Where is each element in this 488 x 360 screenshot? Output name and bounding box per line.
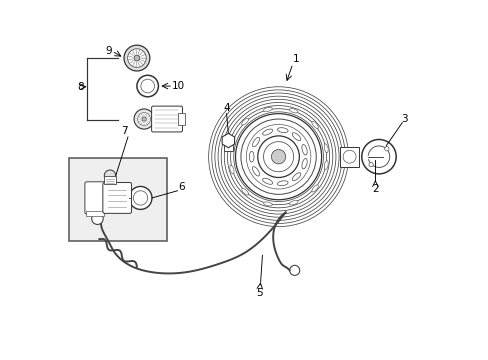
Ellipse shape (249, 151, 253, 162)
Circle shape (90, 197, 100, 207)
Bar (178, 113, 185, 125)
Text: 9: 9 (105, 46, 111, 56)
Ellipse shape (277, 181, 287, 186)
Ellipse shape (241, 188, 248, 195)
Bar (85, 211, 103, 216)
Text: 1: 1 (292, 54, 299, 64)
Ellipse shape (229, 165, 234, 174)
Circle shape (133, 191, 147, 205)
Circle shape (271, 149, 285, 164)
Ellipse shape (301, 158, 306, 169)
Circle shape (211, 90, 345, 224)
Circle shape (225, 138, 231, 143)
Circle shape (289, 265, 299, 275)
Circle shape (257, 136, 299, 177)
Circle shape (86, 193, 104, 210)
Circle shape (104, 170, 116, 181)
Circle shape (141, 79, 154, 93)
Ellipse shape (252, 138, 259, 147)
Circle shape (214, 93, 342, 220)
Circle shape (227, 105, 329, 208)
Ellipse shape (252, 167, 259, 176)
Text: 8: 8 (77, 82, 83, 92)
Circle shape (218, 96, 338, 217)
Circle shape (137, 75, 158, 97)
Circle shape (233, 112, 323, 202)
Circle shape (230, 109, 326, 204)
Ellipse shape (311, 185, 318, 192)
Polygon shape (222, 134, 234, 148)
FancyBboxPatch shape (151, 106, 182, 132)
Text: 3: 3 (400, 114, 407, 124)
Circle shape (134, 109, 154, 129)
Circle shape (221, 99, 335, 214)
Circle shape (384, 147, 388, 151)
Circle shape (368, 162, 372, 167)
Bar (103, 176, 116, 184)
Ellipse shape (324, 144, 327, 153)
Circle shape (129, 186, 152, 210)
Circle shape (361, 139, 395, 174)
Text: 5: 5 (256, 288, 263, 298)
Ellipse shape (324, 161, 327, 170)
Text: 4: 4 (223, 103, 229, 113)
Circle shape (235, 114, 321, 200)
Circle shape (208, 87, 348, 226)
Circle shape (142, 117, 146, 121)
FancyBboxPatch shape (102, 183, 131, 213)
Circle shape (224, 103, 332, 211)
Ellipse shape (241, 118, 248, 125)
FancyBboxPatch shape (85, 182, 105, 214)
Circle shape (246, 125, 310, 189)
Ellipse shape (292, 173, 300, 181)
Circle shape (92, 213, 103, 225)
Ellipse shape (301, 144, 306, 155)
Circle shape (134, 55, 140, 61)
Ellipse shape (311, 121, 318, 129)
Text: 2: 2 (371, 184, 378, 194)
Text: 7: 7 (121, 126, 127, 136)
Bar (69, 158, 167, 241)
Ellipse shape (289, 108, 297, 113)
Circle shape (137, 113, 150, 126)
Ellipse shape (262, 178, 272, 184)
Ellipse shape (263, 202, 272, 206)
Bar (339, 147, 359, 167)
Ellipse shape (263, 107, 272, 112)
Bar (223, 145, 233, 151)
Ellipse shape (292, 133, 300, 141)
Ellipse shape (262, 129, 272, 135)
Text: 10: 10 (171, 81, 184, 91)
Circle shape (127, 49, 146, 67)
Circle shape (241, 119, 316, 194)
Ellipse shape (277, 128, 287, 132)
Circle shape (263, 141, 293, 172)
Ellipse shape (229, 139, 234, 148)
Text: 6: 6 (178, 182, 184, 192)
Circle shape (124, 45, 149, 71)
Circle shape (367, 146, 389, 167)
Ellipse shape (289, 201, 297, 205)
Circle shape (343, 150, 355, 163)
